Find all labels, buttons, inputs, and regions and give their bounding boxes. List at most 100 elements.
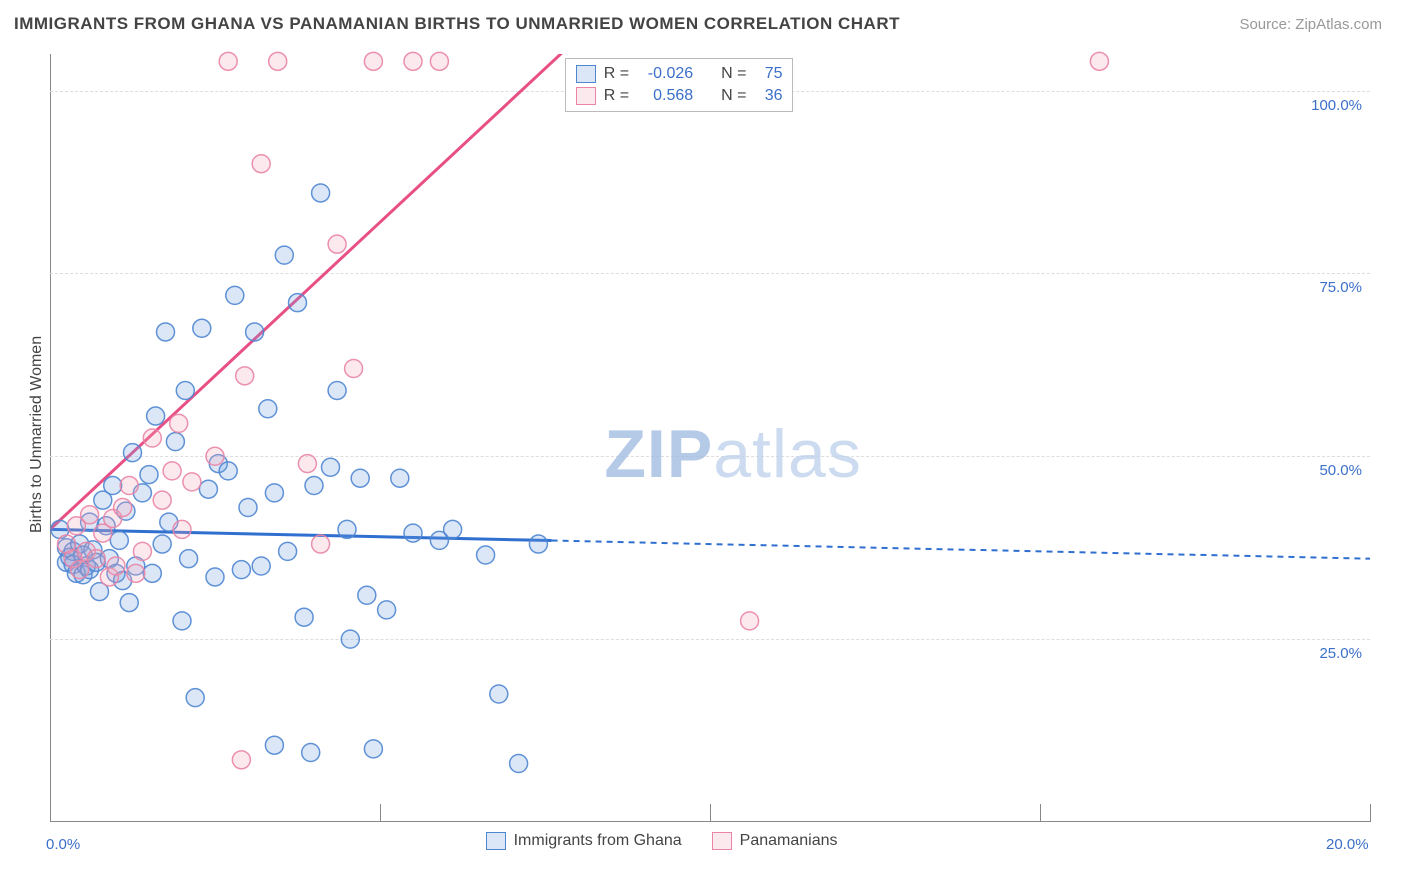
- point-series-b: [232, 751, 250, 769]
- point-series-a: [199, 480, 217, 498]
- point-series-a: [279, 542, 297, 560]
- legend-n-value: 75: [754, 65, 782, 83]
- point-series-a: [305, 477, 323, 495]
- point-series-b: [236, 367, 254, 385]
- point-series-b: [170, 414, 188, 432]
- point-series-a: [351, 469, 369, 487]
- point-series-a: [391, 469, 409, 487]
- point-series-b: [183, 473, 201, 491]
- point-series-a: [226, 286, 244, 304]
- point-series-a: [302, 744, 320, 762]
- point-series-b: [1090, 52, 1108, 70]
- legend-swatch: [486, 832, 506, 850]
- point-series-a: [219, 462, 237, 480]
- point-series-a: [338, 520, 356, 538]
- trend-line-extrapolated: [552, 541, 1370, 559]
- point-series-b: [364, 52, 382, 70]
- legend-r-value: -0.026: [637, 65, 693, 83]
- point-series-a: [232, 561, 250, 579]
- point-series-a: [157, 323, 175, 341]
- point-series-a: [477, 546, 495, 564]
- point-series-a: [239, 498, 257, 516]
- series-name: Immigrants from Ghana: [514, 832, 682, 850]
- point-series-a: [295, 608, 313, 626]
- point-series-a: [312, 184, 330, 202]
- point-series-b: [430, 52, 448, 70]
- point-series-a: [124, 444, 142, 462]
- point-series-b: [219, 52, 237, 70]
- legend-r-label: R =: [604, 65, 629, 83]
- series-legend-item: Panamanians: [712, 832, 838, 850]
- point-series-a: [510, 754, 528, 772]
- point-series-a: [176, 381, 194, 399]
- point-series-b: [114, 498, 132, 516]
- legend-row: R = 0.568 N = 36: [576, 85, 783, 107]
- legend-r-label: R =: [604, 87, 629, 105]
- point-series-b: [71, 561, 89, 579]
- point-series-b: [252, 155, 270, 173]
- scatter-plot: [0, 0, 1406, 892]
- point-series-b: [107, 557, 125, 575]
- point-series-a: [166, 433, 184, 451]
- point-series-a: [143, 564, 161, 582]
- legend-swatch: [712, 832, 732, 850]
- point-series-b: [345, 360, 363, 378]
- point-series-a: [186, 689, 204, 707]
- point-series-a: [180, 550, 198, 568]
- correlation-legend: R = -0.026 N = 75 R = 0.568 N = 36: [565, 58, 794, 112]
- legend-n-label: N =: [721, 65, 746, 83]
- point-series-a: [265, 736, 283, 754]
- series-legend-item: Immigrants from Ghana: [486, 832, 682, 850]
- point-series-a: [322, 458, 340, 476]
- point-series-a: [364, 740, 382, 758]
- point-series-a: [265, 484, 283, 502]
- point-series-a: [206, 568, 224, 586]
- point-series-a: [289, 294, 307, 312]
- point-series-a: [341, 630, 359, 648]
- point-series-b: [269, 52, 287, 70]
- legend-swatch: [576, 87, 596, 105]
- point-series-a: [404, 524, 422, 542]
- point-series-b: [173, 520, 191, 538]
- chart-container: IMMIGRANTS FROM GHANA VS PANAMANIAN BIRT…: [0, 0, 1406, 892]
- point-series-a: [490, 685, 508, 703]
- point-series-b: [312, 535, 330, 553]
- point-series-a: [444, 520, 462, 538]
- point-series-b: [87, 550, 105, 568]
- series-name: Panamanians: [740, 832, 838, 850]
- legend-n-value: 36: [754, 87, 782, 105]
- point-series-b: [127, 564, 145, 582]
- point-series-b: [328, 235, 346, 253]
- point-series-a: [259, 400, 277, 418]
- point-series-b: [143, 429, 161, 447]
- point-series-b: [163, 462, 181, 480]
- point-series-a: [252, 557, 270, 575]
- point-series-b: [206, 447, 224, 465]
- point-series-a: [275, 246, 293, 264]
- series-legend: Immigrants from Ghana Panamanians: [486, 832, 838, 850]
- point-series-a: [140, 466, 158, 484]
- point-series-a: [153, 535, 171, 553]
- point-series-a: [328, 381, 346, 399]
- point-series-b: [120, 477, 138, 495]
- point-series-a: [358, 586, 376, 604]
- legend-swatch: [576, 65, 596, 83]
- legend-row: R = -0.026 N = 75: [576, 63, 783, 85]
- point-series-b: [404, 52, 422, 70]
- point-series-a: [147, 407, 165, 425]
- point-series-b: [298, 455, 316, 473]
- point-series-a: [120, 594, 138, 612]
- legend-n-label: N =: [721, 87, 746, 105]
- point-series-b: [133, 542, 151, 560]
- point-series-a: [104, 477, 122, 495]
- point-series-a: [110, 531, 128, 549]
- point-series-a: [529, 535, 547, 553]
- point-series-a: [173, 612, 191, 630]
- point-series-b: [741, 612, 759, 630]
- point-series-a: [246, 323, 264, 341]
- point-series-a: [378, 601, 396, 619]
- point-series-b: [81, 506, 99, 524]
- point-series-a: [193, 319, 211, 337]
- legend-r-value: 0.568: [637, 87, 693, 105]
- point-series-b: [153, 491, 171, 509]
